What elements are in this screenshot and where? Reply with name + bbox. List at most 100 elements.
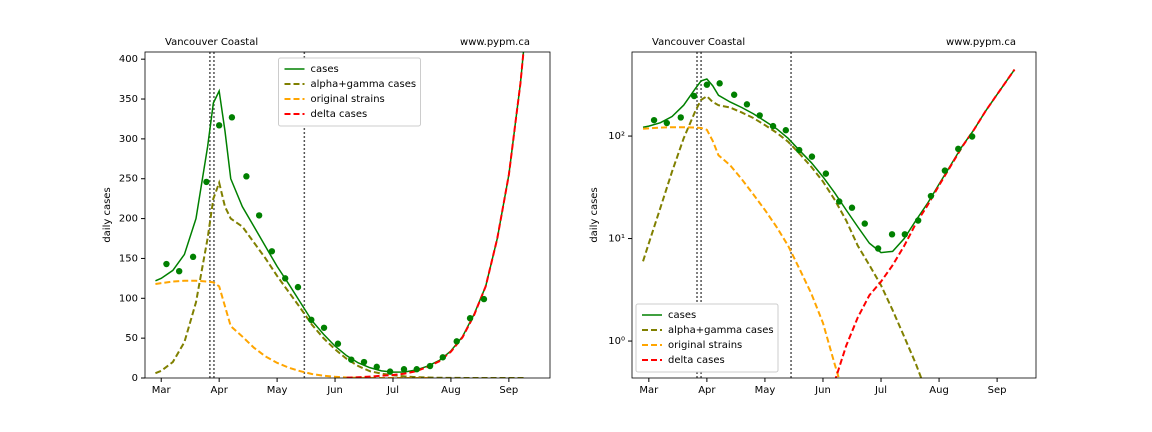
data-point (927, 192, 935, 200)
data-point (189, 253, 197, 261)
data-point (400, 366, 408, 373)
chart-title: Vancouver Coastal (165, 37, 258, 48)
x-tick-label: Mar (152, 385, 172, 396)
legend-label: cases (668, 310, 696, 321)
plot-area (642, 52, 1016, 378)
legend-label: delta cases (311, 109, 368, 120)
y-tick-label: 400 (119, 54, 138, 65)
data-point (268, 248, 276, 255)
data-point (413, 366, 420, 373)
chart-subtitle: www.pypm.ca (460, 37, 530, 48)
legend-label: delta cases (668, 355, 725, 366)
x-tick-label: Jun (326, 385, 343, 396)
series-line (346, 52, 525, 378)
data-point (466, 315, 474, 322)
data-point (782, 127, 790, 134)
data-point (716, 80, 723, 87)
data-point (888, 231, 896, 238)
series-line (155, 279, 428, 378)
y-axis-label: daily cases (102, 187, 113, 242)
data-point (243, 173, 250, 180)
data-point (203, 178, 210, 186)
series-line (642, 126, 840, 378)
data-point (426, 362, 434, 370)
x-tick-label: Apr (698, 385, 716, 396)
series-line (642, 94, 923, 378)
data-point (914, 217, 922, 224)
axes-frame (631, 51, 1037, 379)
data-point (282, 275, 289, 282)
data-point (955, 145, 962, 153)
data-point (730, 91, 738, 98)
data-point (861, 220, 868, 227)
data-point (320, 324, 328, 331)
series-line (155, 52, 525, 373)
x-tick-label: Sep (499, 385, 518, 396)
data-point (480, 295, 488, 303)
x-tick-label: May (267, 385, 288, 396)
data-point (386, 368, 394, 375)
y-tick-label: 250 (119, 174, 138, 185)
data-point (808, 153, 816, 160)
data-point (968, 133, 976, 140)
series-line (834, 69, 1016, 378)
x-tick-label: Jul (874, 385, 887, 396)
axes-frame (144, 51, 551, 379)
data-point (334, 340, 342, 347)
data-point (453, 338, 460, 345)
data-point (360, 358, 368, 366)
x-tick-label: Aug (441, 385, 461, 396)
legend: cases alpha+gamma cases original strains de… (635, 303, 779, 373)
data-point (901, 231, 909, 238)
data-point (795, 146, 803, 154)
x-tick-label: Jun (814, 385, 831, 396)
data-point (215, 122, 223, 129)
x-tick-label: May (755, 385, 776, 396)
data-point (228, 114, 236, 121)
data-point (175, 267, 183, 275)
chart-subtitle: www.pypm.ca (946, 37, 1016, 48)
data-point (703, 81, 711, 88)
legend-label: cases (311, 64, 339, 75)
data-point (677, 114, 684, 121)
panel: Vancouver Coastal www.pypm.ca daily cases M… (102, 37, 551, 396)
data-point (769, 122, 777, 130)
data-point (836, 198, 843, 205)
data-point (848, 204, 856, 211)
data-point (163, 260, 170, 268)
data-point (663, 119, 671, 127)
data-point (650, 116, 658, 124)
y-tick-label: 200 (119, 214, 138, 225)
panel: Vancouver Coastal www.pypm.ca daily cases M… (589, 37, 1037, 396)
y-tick-label: 350 (119, 94, 138, 105)
data-point (439, 354, 447, 361)
series-line (642, 69, 1016, 254)
y-tick-label: 150 (119, 253, 138, 264)
data-point (756, 112, 763, 119)
legend-box (635, 303, 779, 373)
y-tick-label: 10² (608, 131, 625, 142)
data-point (874, 245, 882, 252)
data-point (294, 283, 302, 291)
x-tick-label: Mar (639, 385, 659, 396)
data-point (308, 316, 315, 324)
y-tick-label: 10¹ (608, 234, 625, 245)
x-tick-label: Jul (386, 385, 399, 396)
legend: cases alpha+gamma cases original strains de… (278, 57, 421, 127)
data-point (822, 170, 830, 177)
data-point (255, 212, 263, 219)
data-point (941, 167, 949, 174)
legend-label: alpha+gamma cases (668, 325, 774, 336)
y-tick-label: 0 (132, 373, 138, 384)
y-tick-label: 10⁰ (608, 336, 625, 347)
legend-label: alpha+gamma cases (311, 79, 417, 90)
legend-box (278, 57, 421, 127)
data-point (373, 363, 380, 371)
plot-area (155, 52, 527, 378)
data-point (743, 101, 751, 108)
x-tick-label: Sep (988, 385, 1007, 396)
y-axis-label: daily cases (589, 187, 600, 242)
chart-title: Vancouver Coastal (652, 37, 745, 48)
